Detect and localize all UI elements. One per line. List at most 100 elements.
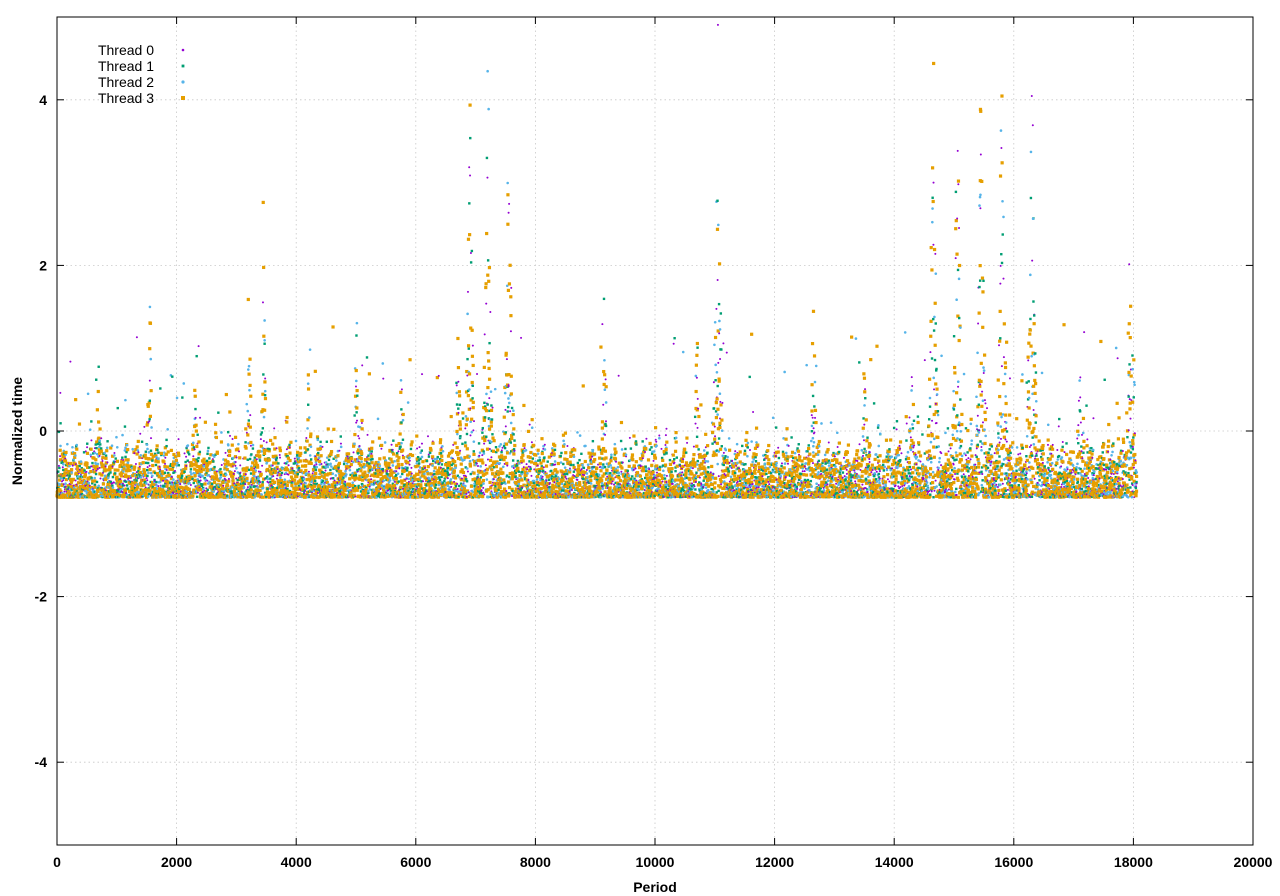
data-point-thread-3 xyxy=(323,495,327,499)
data-point-thread-3 xyxy=(311,487,315,491)
data-point-thread-1 xyxy=(297,466,301,470)
data-point-thread-2 xyxy=(315,465,319,469)
data-point-thread-0 xyxy=(234,460,237,463)
data-point-thread-3 xyxy=(206,462,210,466)
data-point-thread-2 xyxy=(377,460,380,464)
data-point-thread-1 xyxy=(344,484,348,487)
data-point-thread-2 xyxy=(150,426,153,429)
data-point-thread-3 xyxy=(82,475,87,479)
data-point-thread-2 xyxy=(224,473,228,477)
data-point-thread-0 xyxy=(421,373,424,376)
data-point-thread-0 xyxy=(62,483,65,486)
data-point-thread-3 xyxy=(279,468,283,472)
data-point-thread-3 xyxy=(74,483,78,488)
data-point-thread-0 xyxy=(490,456,493,459)
data-point-thread-0 xyxy=(465,495,468,498)
data-point-thread-1 xyxy=(511,459,515,462)
data-point-thread-0 xyxy=(111,482,114,485)
data-point-thread-3 xyxy=(228,410,232,414)
data-point-thread-3 xyxy=(215,450,219,454)
data-point-thread-3 xyxy=(272,480,277,484)
data-point-thread-3 xyxy=(296,450,300,454)
data-point-thread-3 xyxy=(311,474,315,478)
data-point-thread-3 xyxy=(502,415,506,419)
data-point-thread-1 xyxy=(58,466,61,470)
data-point-thread-3 xyxy=(487,279,491,283)
data-point-thread-3 xyxy=(199,469,203,474)
data-point-thread-1 xyxy=(304,485,307,488)
data-point-thread-1 xyxy=(292,470,296,473)
data-point-thread-3 xyxy=(498,486,502,490)
data-point-thread-2 xyxy=(472,440,476,443)
data-point-thread-2 xyxy=(115,435,118,439)
data-point-thread-3 xyxy=(253,464,257,468)
data-point-thread-1 xyxy=(80,467,84,470)
data-point-thread-2 xyxy=(386,474,390,478)
data-point-thread-3 xyxy=(488,480,492,485)
data-point-thread-2 xyxy=(137,491,140,494)
data-point-thread-3 xyxy=(161,472,165,476)
data-point-thread-3 xyxy=(241,484,245,488)
data-point-thread-3 xyxy=(389,468,393,472)
data-point-thread-1 xyxy=(252,493,255,496)
data-point-thread-3 xyxy=(280,483,284,487)
data-point-thread-3 xyxy=(277,493,281,497)
data-point-thread-3 xyxy=(265,492,269,497)
data-point-thread-3 xyxy=(95,440,99,444)
data-point-thread-3 xyxy=(389,457,393,461)
data-point-thread-1 xyxy=(180,476,183,480)
data-point-thread-1 xyxy=(365,356,369,359)
data-point-thread-1 xyxy=(107,472,111,475)
data-point-thread-3 xyxy=(319,486,323,490)
data-point-thread-3 xyxy=(178,474,182,479)
data-point-thread-3 xyxy=(302,470,307,475)
data-point-thread-3 xyxy=(413,492,417,496)
data-point-thread-2 xyxy=(454,466,457,470)
data-point-thread-1 xyxy=(288,443,291,447)
data-point-thread-3 xyxy=(459,462,463,466)
data-point-thread-3 xyxy=(69,484,73,489)
data-point-thread-3 xyxy=(367,372,371,376)
data-point-thread-3 xyxy=(149,389,153,393)
data-point-thread-0 xyxy=(135,336,138,339)
data-point-thread-0 xyxy=(249,414,252,417)
data-point-thread-2 xyxy=(263,319,266,322)
data-point-thread-3 xyxy=(486,385,490,390)
data-point-thread-1 xyxy=(169,481,172,484)
data-point-thread-3 xyxy=(378,469,383,473)
data-point-thread-0 xyxy=(220,463,223,466)
data-point-thread-1 xyxy=(355,411,358,414)
data-point-thread-3 xyxy=(91,479,95,483)
data-point-thread-1 xyxy=(280,481,283,484)
data-point-thread-3 xyxy=(111,462,116,466)
data-point-thread-2 xyxy=(97,484,100,488)
data-point-thread-0 xyxy=(233,482,236,485)
data-point-thread-1 xyxy=(119,487,122,490)
data-point-thread-3 xyxy=(264,448,269,452)
data-point-thread-3 xyxy=(64,467,68,472)
data-point-thread-3 xyxy=(100,488,104,492)
data-point-thread-3 xyxy=(77,422,82,426)
data-point-thread-1 xyxy=(506,410,509,413)
data-point-thread-0 xyxy=(457,411,460,414)
data-point-thread-2 xyxy=(125,443,129,447)
data-point-thread-1 xyxy=(97,365,100,368)
data-point-thread-3 xyxy=(125,469,129,473)
data-point-thread-3 xyxy=(271,442,275,446)
data-point-thread-3 xyxy=(58,458,63,462)
data-point-thread-1 xyxy=(125,484,129,487)
data-point-thread-3 xyxy=(192,463,196,467)
data-point-thread-3 xyxy=(136,439,140,444)
data-point-thread-0 xyxy=(150,437,153,440)
data-point-thread-3 xyxy=(248,383,252,387)
data-point-thread-3 xyxy=(275,465,279,469)
data-point-thread-3 xyxy=(487,366,491,371)
data-point-thread-3 xyxy=(456,366,461,370)
data-point-thread-3 xyxy=(83,485,87,489)
data-point-thread-0 xyxy=(271,464,274,467)
data-point-thread-0 xyxy=(492,478,495,481)
data-point-thread-1 xyxy=(322,465,325,469)
data-point-thread-0 xyxy=(311,472,314,475)
data-point-thread-3 xyxy=(186,449,190,453)
data-point-thread-3 xyxy=(471,363,475,368)
